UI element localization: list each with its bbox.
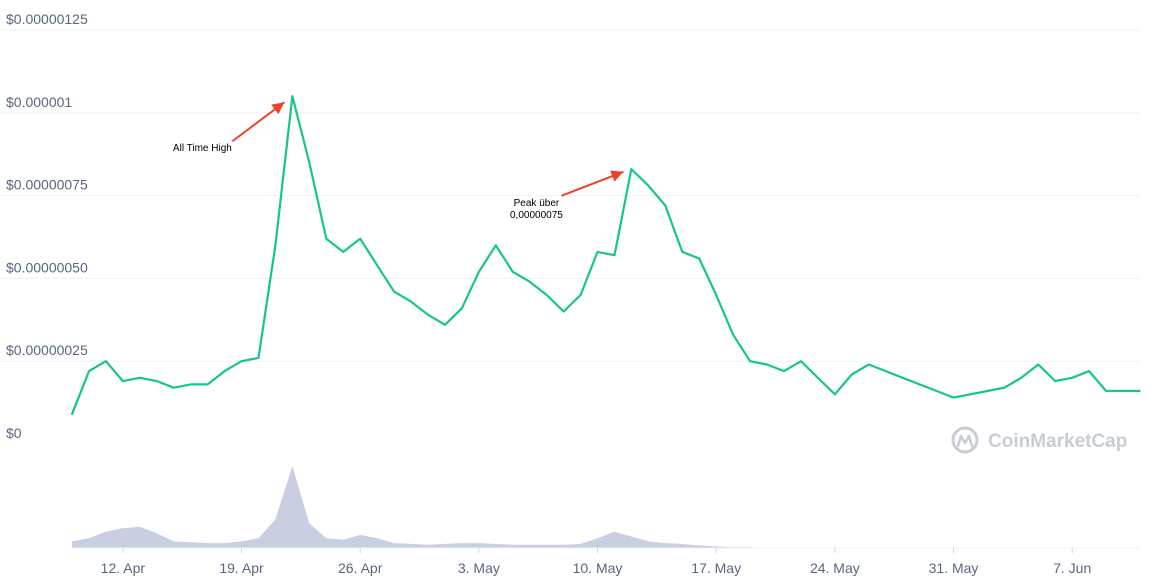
price-point <box>884 370 887 372</box>
price-point <box>596 251 599 253</box>
price-point <box>105 360 107 363</box>
x-tick-label: 31. May <box>929 560 979 576</box>
price-point <box>766 363 768 366</box>
price-point <box>647 184 650 187</box>
price-point <box>1105 390 1107 392</box>
y-tick-label: $0.00000050 <box>6 259 88 275</box>
price-point <box>257 357 260 359</box>
price-point <box>749 360 751 363</box>
price-point <box>528 280 531 283</box>
price-point <box>1139 390 1141 392</box>
price-point <box>342 251 345 253</box>
price-point <box>223 370 226 372</box>
y-tick-label: $0 <box>6 425 22 441</box>
price-point <box>715 294 718 296</box>
y-tick-label: $0.000001 <box>6 94 72 110</box>
y-tick-label: $0.00000075 <box>6 177 88 193</box>
price-point <box>834 393 836 396</box>
price-point <box>359 237 362 240</box>
y-tick-label: $0.00000125 <box>6 11 88 27</box>
price-line <box>70 95 1140 415</box>
price-point <box>935 390 938 392</box>
price-series <box>70 95 1141 416</box>
price-point <box>562 310 565 313</box>
price-point <box>732 333 734 336</box>
price-point <box>901 376 904 379</box>
price-point <box>122 380 124 382</box>
watermark: CoinMarketCap <box>951 426 1127 454</box>
price-point <box>71 413 73 416</box>
price-point <box>376 264 378 267</box>
annotation-arrow <box>561 170 624 197</box>
price-point <box>630 168 633 171</box>
price-point <box>511 270 514 273</box>
price-point <box>1071 376 1074 379</box>
price-point <box>291 95 294 98</box>
annotation-label: Peak über <box>514 198 560 209</box>
price-point <box>88 370 90 372</box>
price-point <box>952 396 955 399</box>
price-point <box>1054 380 1057 382</box>
volume-fill <box>72 466 1140 548</box>
price-point <box>444 323 446 326</box>
price-point <box>545 294 548 296</box>
price-point <box>240 360 243 363</box>
x-axis: 12. Apr 19. Apr 26. Apr 3. May 10. May 17. Ma… <box>101 548 1091 576</box>
volume-area <box>72 466 1140 549</box>
x-tick-label: 3. May <box>458 560 500 576</box>
price-point <box>494 244 497 247</box>
x-tick-label: 19. Apr <box>219 560 264 576</box>
x-tick-label: 10. May <box>573 560 623 576</box>
price-point <box>1037 363 1040 366</box>
price-point <box>579 294 582 296</box>
coinmarketcap-logo-icon <box>951 426 979 454</box>
price-point <box>393 290 395 293</box>
price-point <box>1122 390 1124 392</box>
price-point <box>867 363 870 366</box>
y-axis: $0 $0.00000025 $0.00000050 $0.00000075 $0.00… <box>6 11 88 441</box>
price-point <box>681 251 684 253</box>
price-point <box>664 204 667 207</box>
price-point <box>274 244 277 247</box>
x-tick-label: 24. May <box>810 560 860 576</box>
x-tick-label: 7. Jun <box>1053 560 1091 576</box>
price-point <box>461 307 463 310</box>
price-point <box>986 390 989 392</box>
x-tick-label: 26. Apr <box>338 560 383 576</box>
price-point <box>850 373 853 376</box>
price-point <box>478 270 480 273</box>
price-point <box>189 383 192 386</box>
price-point <box>427 313 429 316</box>
price-point <box>1003 386 1006 389</box>
annotation-label: 0,00000075 <box>510 210 563 221</box>
annotation-label: All Time High <box>173 143 232 154</box>
y-tick-label: $0.00000025 <box>6 342 88 358</box>
price-point <box>783 370 785 372</box>
x-tick-label: 12. Apr <box>101 560 146 576</box>
price-point <box>1088 370 1090 372</box>
price-point <box>918 383 921 386</box>
price-point <box>800 360 802 363</box>
price-point <box>817 376 819 379</box>
price-point <box>206 383 209 386</box>
price-point <box>1020 376 1023 379</box>
price-point <box>969 393 972 396</box>
annotation-arrow <box>231 101 285 143</box>
price-point <box>325 237 328 240</box>
price-point <box>172 386 175 389</box>
price-point <box>410 300 412 303</box>
price-point <box>138 376 141 379</box>
grid-lines <box>0 29 1140 362</box>
price-point <box>613 254 616 257</box>
price-point <box>155 380 158 382</box>
price-point <box>308 161 311 164</box>
x-tick-label: 17. May <box>691 560 741 576</box>
price-point <box>698 257 701 260</box>
watermark-text: CoinMarketCap <box>988 431 1127 452</box>
